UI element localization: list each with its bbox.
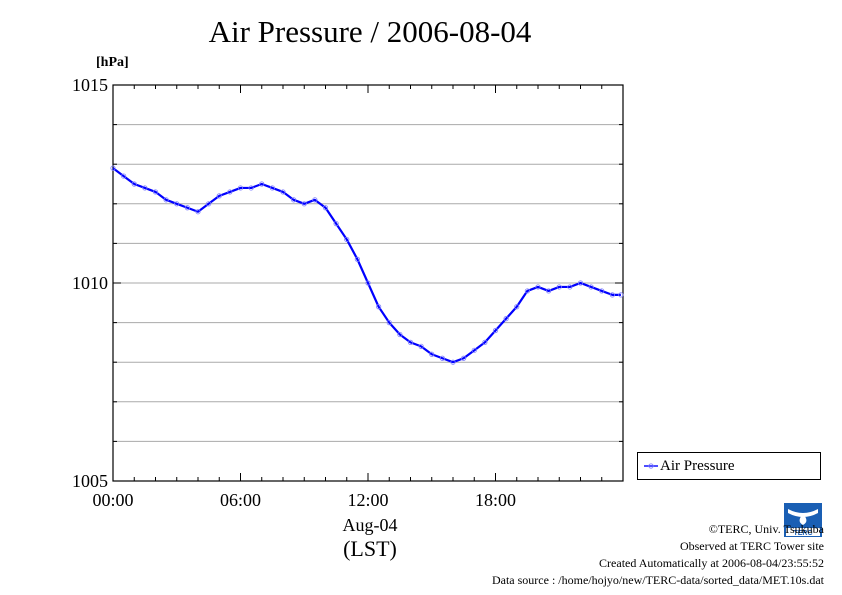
data-point [227,189,233,195]
data-point [110,165,116,171]
data-point [301,201,307,207]
y-axis-unit: [hPa] [96,55,129,70]
data-point [333,221,339,227]
data-point [184,205,190,211]
data-point [577,280,584,286]
data-point [461,355,467,361]
y-tick-label: 1010 [72,273,108,293]
data-point [365,280,371,286]
data-point [237,185,244,191]
data-point [376,304,382,310]
y-tick-label: 1005 [72,471,108,491]
footer-observed: Observed at TERC Tower site [679,539,824,553]
data-point [397,331,403,338]
data-point [269,185,275,191]
data-point [152,189,159,195]
data-point [312,197,318,203]
data-point [471,347,477,353]
legend: Air Pressure [637,452,821,480]
data-point [216,193,222,199]
data-point [546,288,552,294]
data-point [195,209,201,215]
data-point [174,201,180,207]
x-tick-label: 18:00 [475,490,516,510]
legend-label: Air Pressure [660,458,735,474]
x-axis-date-label: Aug-04 [342,515,398,535]
terc-logo-icon: TERC [784,503,822,537]
grid-lines [113,124,623,442]
footer-copyright: ©TERC, Univ. Tsukuba [708,522,824,536]
data-point [429,351,435,357]
footer-created: Created Automatically at 2006-08-04/23:5… [599,556,824,570]
data-point [524,288,530,294]
data-point [588,284,594,290]
data-point [492,327,499,334]
data-point [142,185,148,191]
data-point [344,236,350,243]
data-point [407,339,414,345]
data-point [482,339,488,345]
svg-text:TERC: TERC [793,530,812,537]
data-point [609,292,615,298]
data-point [163,197,169,203]
data-point [556,284,562,290]
series-layer [110,165,624,365]
data-point [503,316,509,322]
data-point [121,173,127,179]
data-point [248,185,254,191]
x-axis-timezone-label: (LST) [343,536,397,561]
y-tick-label: 1015 [72,75,108,95]
footer-source: Data source : /home/hojyo/new/TERC-data/… [491,573,824,587]
x-tick-label: 00:00 [92,490,133,510]
data-point [450,359,456,365]
data-point [386,319,392,326]
data-point [567,284,573,290]
chart-title: Air Pressure / 2006-08-04 [208,14,532,49]
data-point [535,284,541,290]
data-point [280,189,286,195]
data-point [322,205,329,211]
data-point [418,343,424,349]
data-point [618,292,624,298]
axes [112,84,624,482]
x-tick-label: 06:00 [220,490,261,510]
data-point [354,256,360,262]
data-point [291,197,297,203]
data-point [131,181,137,187]
data-point [439,355,445,361]
series-line [112,167,621,364]
data-point [514,304,520,310]
data-point [599,288,605,294]
data-point [259,181,265,187]
legend-swatch-icon [644,463,658,469]
tick-labels: 1005 1010 1015 00:00 06:00 12:00 18:00 [72,75,516,510]
data-point [206,201,212,207]
x-tick-label: 12:00 [347,490,388,510]
